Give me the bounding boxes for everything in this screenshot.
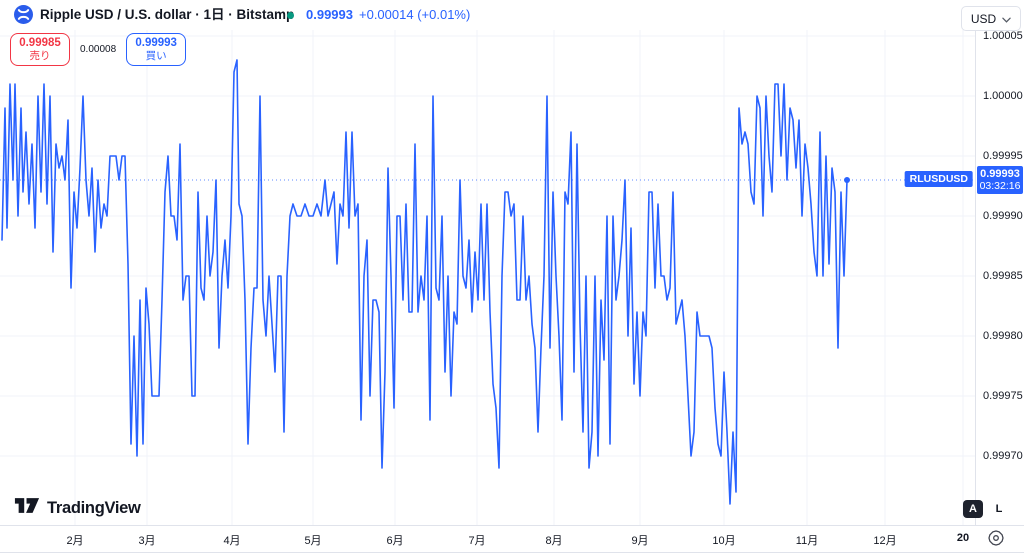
- current-price-badge: 0.99993 03:32:16: [977, 166, 1023, 194]
- sell-button[interactable]: 0.99985 売り: [10, 33, 70, 66]
- auto-scale-button[interactable]: A: [963, 500, 983, 518]
- last-price: 0.99993: [306, 7, 353, 22]
- price-change: +0.00014 (+0.01%): [359, 7, 471, 22]
- time-tick-label: 8月: [545, 535, 563, 547]
- time-tick-label: 4月: [223, 535, 241, 547]
- price-tick-label: 0.99995: [983, 150, 1023, 162]
- last-value-dot: [844, 177, 850, 183]
- buy-label: 買い: [145, 50, 167, 62]
- currency-selector-value: USD: [970, 11, 997, 26]
- sell-label: 売り: [29, 50, 51, 62]
- currency-selector[interactable]: USD: [961, 6, 1021, 31]
- chevron-down-icon: [1002, 12, 1011, 26]
- price-tick-label: 1.00005: [983, 30, 1023, 42]
- time-axis[interactable]: 2月 3月 4月 5月 6月 7月 8月 9月 10月 11月 12月 20: [0, 525, 1024, 553]
- price-tick-label: 0.99970: [983, 450, 1023, 462]
- spread-value: 0.00008: [80, 44, 117, 55]
- tradingview-logo[interactable]: TradingView: [14, 497, 141, 519]
- time-tick-label: 3月: [138, 535, 156, 547]
- price-tick-label: 0.99975: [983, 390, 1023, 402]
- market-open-dot-icon: [287, 12, 294, 19]
- time-tick-label: 7月: [468, 535, 486, 547]
- price-tick-label: 0.99980: [983, 330, 1023, 342]
- current-price-symbol-tag: RLUSDUSD: [904, 171, 973, 187]
- chart-header: Ripple USD / U.S. dollar · 1日 · Bitstamp…: [0, 0, 1024, 31]
- header-price-group: 0.99993 +0.00014 (+0.01%): [306, 0, 470, 30]
- bar-countdown: 03:32:16: [979, 180, 1021, 192]
- gear-icon[interactable]: [987, 529, 1005, 547]
- price-axis[interactable]: 0.99993 03:32:16 1.00005 1.00000 0.99995 0.…: [975, 30, 1024, 551]
- price-tick-label: 0.99990: [983, 210, 1023, 222]
- tradingview-logo-icon: [14, 497, 40, 519]
- time-tick-label: 2月: [66, 535, 84, 547]
- time-tick-label: 6月: [386, 535, 404, 547]
- ripple-usd-logo-icon: [14, 5, 33, 24]
- current-price-value: 0.99993: [980, 168, 1020, 180]
- time-tick-label: 10月: [712, 535, 736, 547]
- time-tick-label: 9月: [631, 535, 649, 547]
- price-chart[interactable]: [0, 30, 975, 525]
- time-tick-label: 12月: [873, 535, 897, 547]
- time-tick-label: 20: [956, 532, 970, 544]
- time-tick-label: 5月: [304, 535, 322, 547]
- symbol-title[interactable]: Ripple USD / U.S. dollar · 1日 · Bitstamp: [40, 7, 295, 22]
- buy-button[interactable]: 0.99993 買い: [126, 33, 187, 66]
- price-tick-label: 0.99985: [983, 270, 1023, 282]
- sell-price: 0.99985: [19, 37, 61, 49]
- tradingview-logo-text: TradingView: [47, 498, 141, 517]
- price-tick-label: 1.00000: [983, 90, 1023, 102]
- price-line-series: [1, 59, 848, 505]
- buy-price: 0.99993: [135, 37, 177, 49]
- log-scale-button[interactable]: L: [995, 503, 1003, 515]
- order-panel: 0.99985 売り 0.00008 0.99993 買い: [10, 33, 187, 66]
- time-tick-label: 11月: [795, 535, 819, 547]
